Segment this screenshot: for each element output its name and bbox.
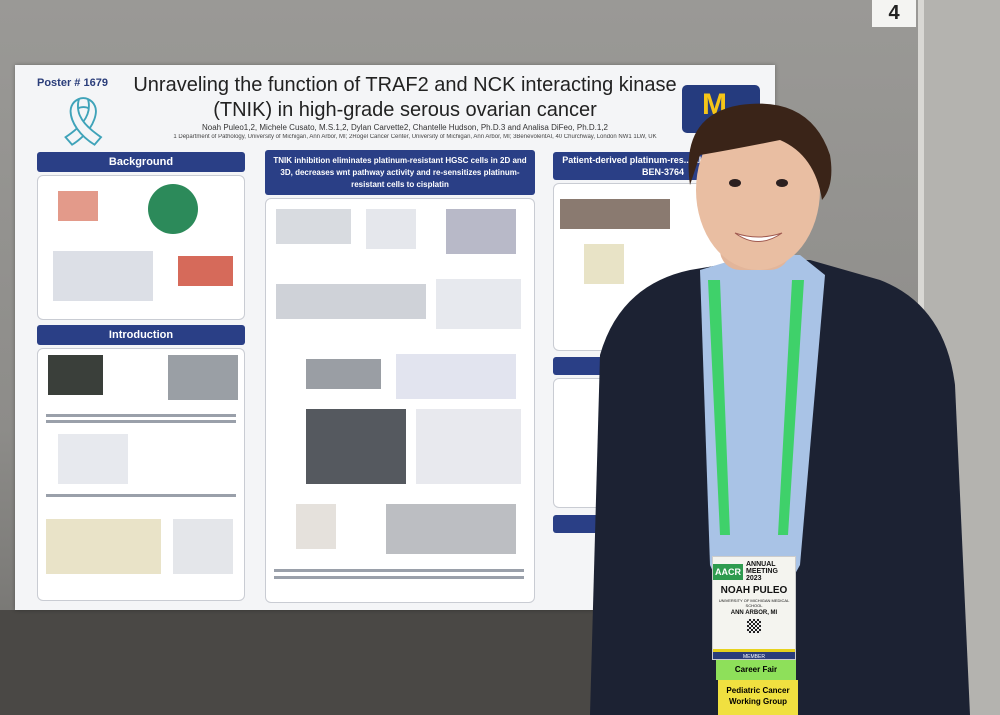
badge-event: ANNUAL MEETING 2023 [746,561,778,582]
badge-ribbon-working-group: Pediatric Cancer Working Group [718,680,798,715]
text-line [46,414,236,417]
text-line [46,420,236,423]
scatter-figure [58,434,128,484]
lanyard [708,280,804,535]
bar-figure [584,244,624,284]
booth-number-card: 4 [872,0,916,27]
bar-grid-figure [416,409,521,484]
eye [729,179,741,187]
blot-figure [276,209,351,244]
people-figure [178,256,233,286]
microscopy-figure [48,355,103,395]
anatomy-figure [58,191,98,221]
qr-code [747,619,761,633]
poster-authors: Noah Puleo1,2, Michele Cusato, M.S.1,2, … [202,123,608,132]
pie-figure [148,184,198,234]
badge-header: AACR ANNUAL MEETING 2023 [713,561,795,582]
background-panel [37,175,245,320]
spheroid-figure [306,359,381,389]
text-line [274,569,524,572]
colony-figure [386,504,516,554]
diagram-figure [53,251,153,301]
section-background-header: Background [37,152,245,172]
blot-figure [306,409,406,484]
curve-figure [436,279,521,329]
eye [776,179,788,187]
poster-affiliations: 1 Department of Pathology, University of… [173,134,657,140]
blot-figure [276,284,426,319]
bar-figure [296,504,336,549]
badge-city: ANN ARBOR, MI [730,610,778,616]
badge-institution: UNIVERSITY OF MICHIGAN MEDICAL SCHOOL [718,598,790,608]
hair [688,103,832,200]
aacr-logo: AACR [713,563,743,580]
plate-figure [168,355,238,400]
badge-ribbon-career-fair: Career Fair [716,660,796,680]
awareness-ribbon-icon: 🎗 [53,96,114,149]
scatter-figure [173,519,233,574]
bar-figure [366,209,416,249]
section-introduction-header: Introduction [37,325,245,345]
smile [734,232,783,242]
section-middle-header: TNIK inhibition eliminates platinum-resi… [265,150,535,195]
poster-number: Poster # 1679 [37,77,108,89]
poster-title: Unraveling the function of TRAF2 and NCK… [133,74,677,121]
gsea-figure [446,209,516,254]
organoid-figure [560,199,670,229]
conference-badge: AACR ANNUAL MEETING 2023 NOAH PULEO UNIV… [712,556,796,660]
presenter-person [590,103,970,715]
bar-figure [396,354,516,399]
bar-figure [46,519,161,574]
results-panel [265,198,535,603]
text-line [274,576,524,579]
introduction-panel [37,348,245,601]
text-line [46,494,236,497]
badge-name: NOAH PULEO [720,585,788,596]
badge-type: MEMBER [713,649,795,660]
